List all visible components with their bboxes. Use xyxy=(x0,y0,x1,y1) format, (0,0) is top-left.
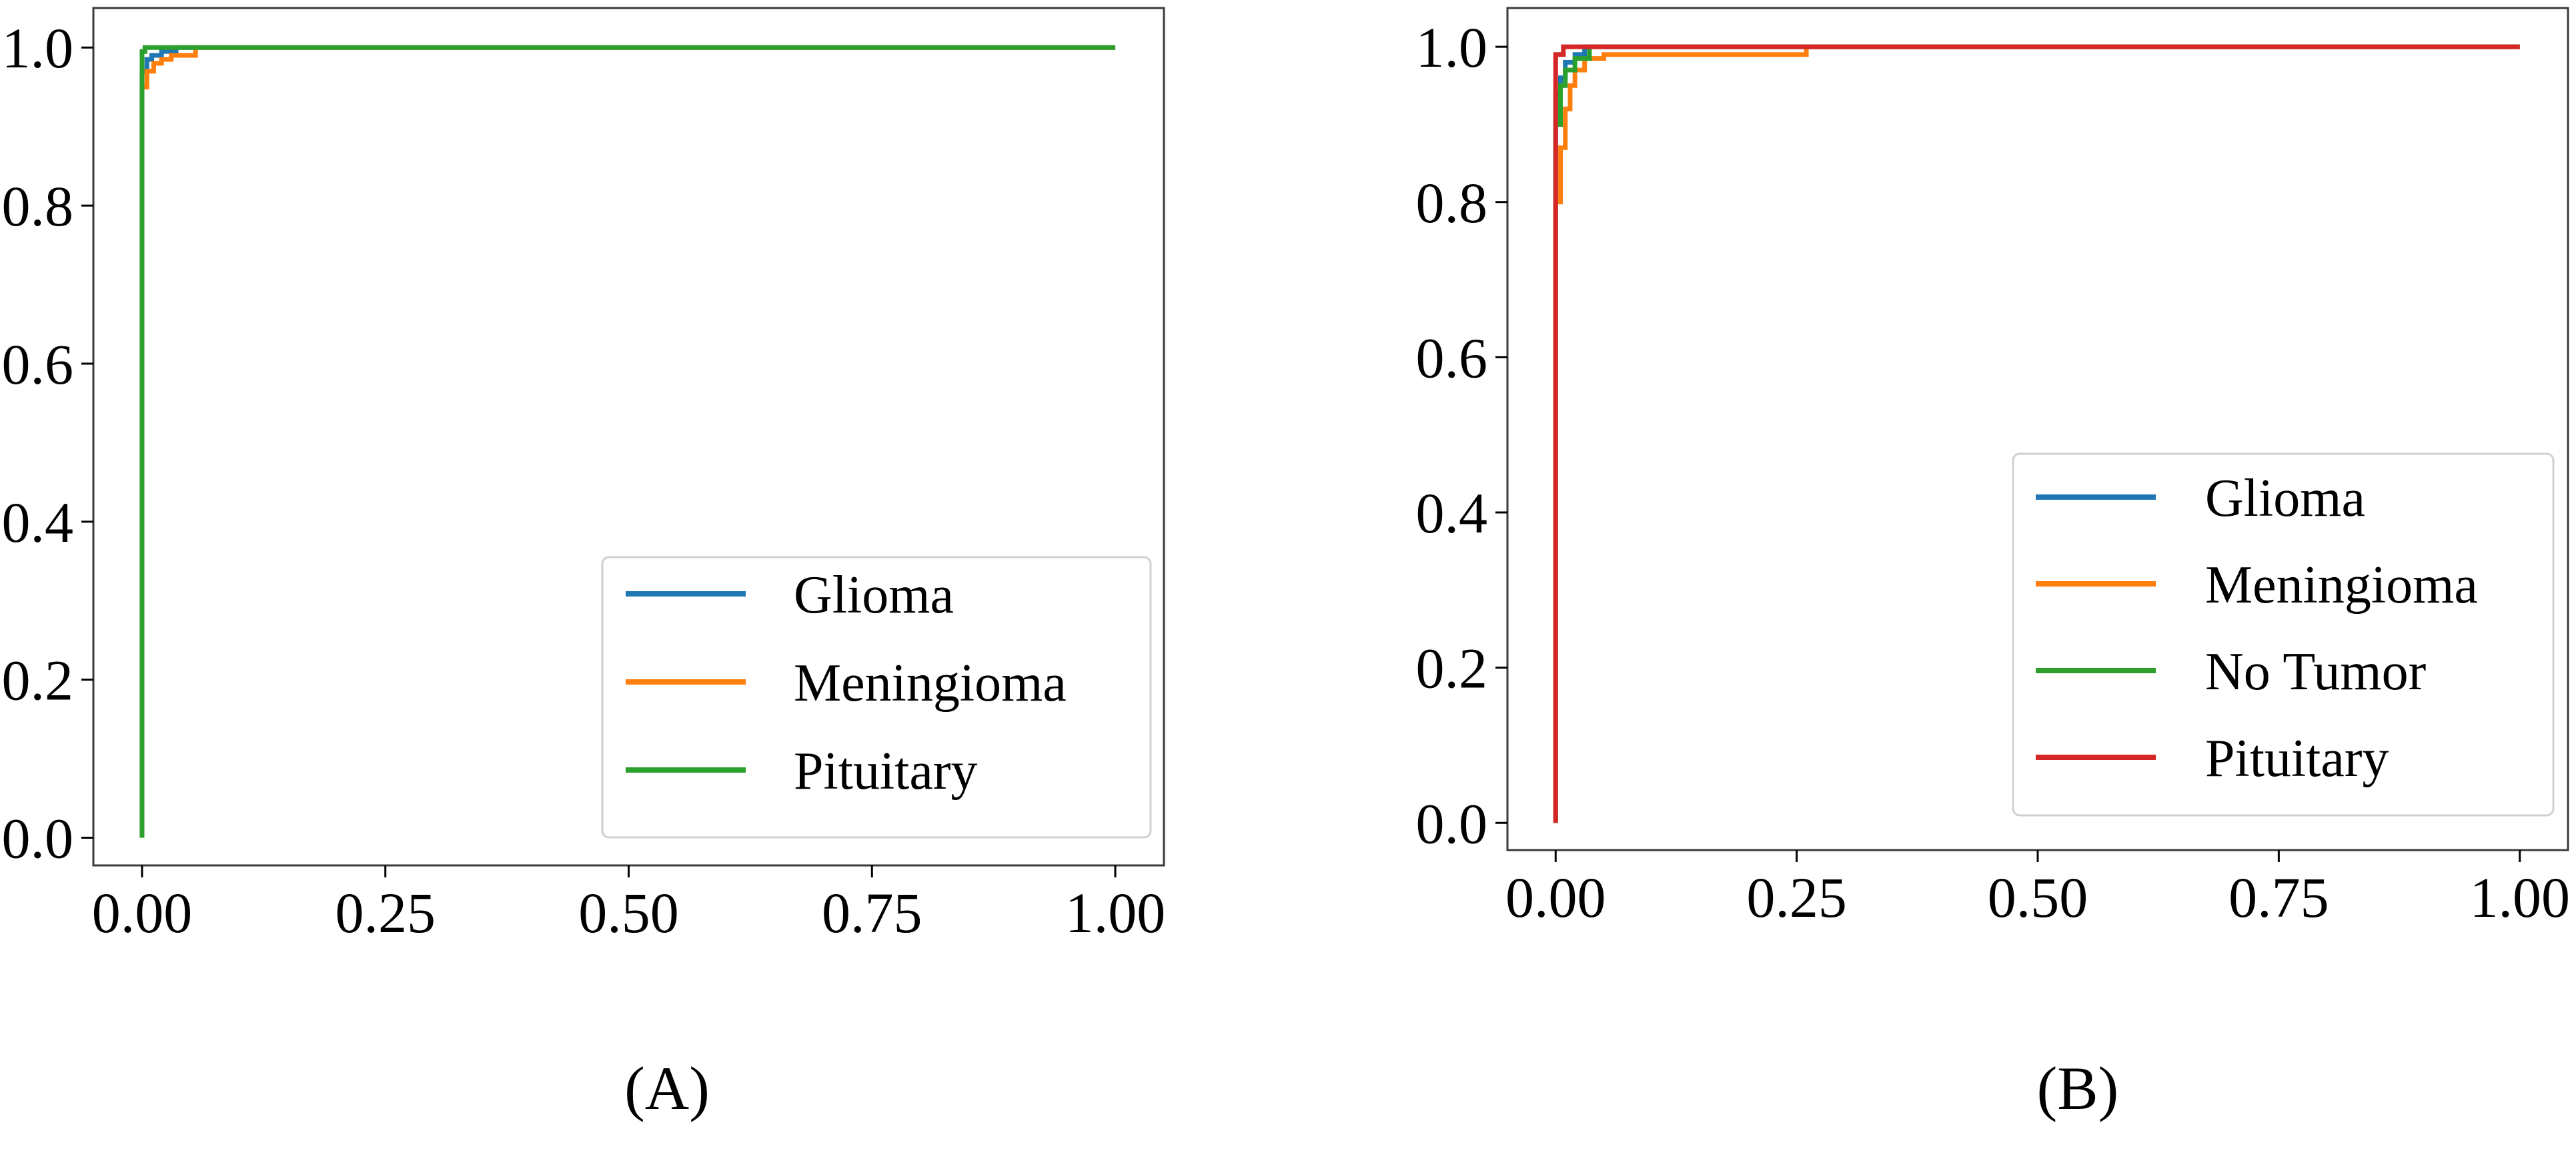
panel-a-ytick-label: 1.0 xyxy=(2,16,74,80)
panel-b-ytick-label: 0.8 xyxy=(1416,171,1488,235)
panel-a-chart: 0.00 0.25 0.50 0.75 1.00 0.00.20.40.60.81.0 … xyxy=(2,7,1166,1122)
panel-a-xtick-label: 0.75 xyxy=(822,881,922,945)
panel-b-ytick-label: 0.2 xyxy=(1416,637,1488,701)
panel-a-ytick-label: 0.6 xyxy=(2,332,74,396)
panel-a-series-meningioma xyxy=(139,45,1116,838)
panel-b-legend xyxy=(2012,452,2555,817)
panel-b-ytick-label: 0.0 xyxy=(1416,791,1488,855)
panel-b-xtick-label: 0.00 xyxy=(1505,865,1606,929)
panel-b-legend-label-meningioma: Meningioma xyxy=(2205,556,2478,615)
panel-b-series-meningioma xyxy=(1553,44,2520,823)
panel-b-xtick-label: 1.00 xyxy=(2469,865,2570,929)
panel-a-legend-label-meningioma: Meningioma xyxy=(794,654,1067,713)
panel-a-xtick-label: 0.50 xyxy=(578,881,679,945)
panel-a-ytick-label: 0.4 xyxy=(2,490,74,554)
panel-b-ytick-label: 0.4 xyxy=(1416,481,1488,545)
panel-a-caption: (A) xyxy=(624,1054,710,1122)
panel-a-xtick-label: 0.25 xyxy=(335,881,436,945)
panel-a-xtick-label: 0.00 xyxy=(92,881,193,945)
panel-a-legend-label-pituitary: Pituitary xyxy=(794,742,978,801)
panel-b-series-pituitary xyxy=(1553,44,2520,823)
panel-b-ytick-label: 1.0 xyxy=(1416,15,1488,79)
panel-b-xtick-label: 0.75 xyxy=(2228,865,2329,929)
panel-b-xtick-label: 0.25 xyxy=(1746,865,1847,929)
panel-a-series-pituitary xyxy=(139,45,1116,838)
panel-a-xtick-label: 1.00 xyxy=(1065,881,1166,945)
panel-b-legend-label-glioma: Glioma xyxy=(2205,469,2365,528)
panel-a-legend-label-glioma: Glioma xyxy=(794,566,954,625)
panel-b-caption: (B) xyxy=(2037,1054,2119,1122)
panel-b-series-no-tumor xyxy=(1553,44,2520,823)
panel-a-ytick-label: 0.2 xyxy=(2,649,74,713)
panel-b-ytick-label: 0.6 xyxy=(1416,326,1488,390)
panel-b-xtick-label: 0.50 xyxy=(1988,865,2088,929)
panel-b-chart: 0.00 0.25 0.50 0.75 1.00 0.00.20.40.60.81.0 … xyxy=(1416,7,2570,1122)
panel-a-ytick-label: 0.8 xyxy=(2,174,74,238)
panel-b-legend-label-pituitary: Pituitary xyxy=(2205,729,2389,788)
panel-b-legend-label-no-tumor: No Tumor xyxy=(2205,643,2426,701)
panel-a-ytick-label: 0.0 xyxy=(2,807,74,871)
